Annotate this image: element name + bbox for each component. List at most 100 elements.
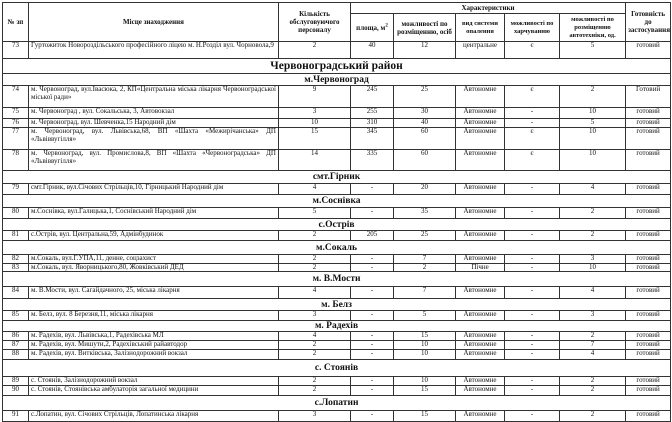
cell-ready: готовий xyxy=(625,207,672,219)
table-row: 80 м.Соснівка, вул.Галицька,1, Соснівськи… xyxy=(2,207,672,219)
cell-staff: 2 xyxy=(278,348,351,360)
locality-heading: м. Белз xyxy=(1,298,672,311)
cell-location: м. Червоноград, вул. Шевченка,15 Народни… xyxy=(28,118,279,128)
cell-vehicles: 10 xyxy=(558,127,627,150)
header-food: можливості по харчуванню xyxy=(504,13,560,42)
cell-food: - xyxy=(504,230,560,241)
cell-vehicles: 3 xyxy=(558,310,627,321)
cell-vehicles: 5 xyxy=(558,41,627,59)
cell-staff: 2 xyxy=(278,41,351,59)
cell-vehicles: 4 xyxy=(558,348,627,360)
cell-vehicles: 2 xyxy=(558,409,627,422)
cell-area: - xyxy=(350,331,394,341)
cell-ready: готовий xyxy=(625,375,672,386)
cell-food: є xyxy=(504,127,560,150)
cell-capacity: 15 xyxy=(393,331,456,341)
cell-food: - xyxy=(504,254,560,264)
cell-location: Гуртожиток Новороздільського професійног… xyxy=(28,41,279,59)
section-title: с.Лопатин xyxy=(1,394,672,411)
cell-staff: 10 xyxy=(278,118,351,128)
cell-food: - xyxy=(504,331,560,341)
cell-location: м.Сокаль, вул.Г.УПА,11, денне, соцзахист xyxy=(28,254,279,264)
cell-food: - xyxy=(504,286,560,299)
cell-vehicles: 3 xyxy=(558,254,627,264)
cell-capacity: 7 xyxy=(393,254,456,264)
cell-vehicles: 10 xyxy=(558,149,627,171)
cell-num: 90 xyxy=(2,384,29,396)
cell-num: 76 xyxy=(2,118,29,128)
cell-area: 255 xyxy=(350,107,394,119)
section-title: смт.Гірник xyxy=(1,170,672,184)
locality-heading: м.Червоноград xyxy=(1,73,672,86)
table-row: 90 с. Стоянів, Стоянівська амбулаторія за… xyxy=(2,384,672,396)
cell-ready: готовий xyxy=(625,331,672,341)
table-row: 75 м. Червоноград , вул. Сокальська, 3, А… xyxy=(2,107,672,119)
cell-area: - xyxy=(350,183,394,195)
cell-capacity: 7 xyxy=(393,286,456,299)
cell-location: м.Сокаль, вул. Яворницького,80, Жовківсь… xyxy=(28,262,279,272)
cell-staff: 5 xyxy=(278,207,351,219)
locality-heading: с.Острів xyxy=(1,218,672,231)
cell-ready: готовий xyxy=(625,409,672,422)
cell-vehicles: 7 xyxy=(558,339,627,350)
table-row: 88 м. Радехів, вул. Витківська, Залізнодо… xyxy=(2,348,672,360)
cell-heating: Автономне xyxy=(455,310,505,321)
header-heating: вид системи опалення xyxy=(455,13,505,42)
cell-staff: 15 xyxy=(278,127,351,150)
cell-ready: готовий xyxy=(625,127,672,150)
cell-num: 82 xyxy=(2,254,29,264)
cell-capacity: 10 xyxy=(393,339,456,350)
cell-capacity: 5 xyxy=(393,310,456,321)
locality-heading: м. В.Мости xyxy=(1,271,672,287)
cell-area: - xyxy=(350,384,394,396)
cell-area: - xyxy=(350,348,394,360)
cell-ready: готовий xyxy=(625,183,672,195)
cell-heating: Автономне xyxy=(455,286,505,299)
header-num: № зп xyxy=(2,2,29,42)
cell-vehicles: 10 xyxy=(558,262,627,272)
cell-food: - xyxy=(504,375,560,386)
cell-food: є xyxy=(504,85,560,108)
cell-ready: готовий xyxy=(625,107,672,119)
cell-vehicles: 4 xyxy=(558,183,627,195)
cell-location: м. Радехів, вул. Витківська, Залізнодоро… xyxy=(28,348,279,360)
cell-staff: 2 xyxy=(278,262,351,272)
cell-staff: 3 xyxy=(278,310,351,321)
cell-capacity: 10 xyxy=(393,348,456,360)
cell-num: 89 xyxy=(2,375,29,386)
cell-ready: готовий xyxy=(625,254,672,264)
cell-area: - xyxy=(350,254,394,264)
cell-food: є xyxy=(504,41,560,59)
cell-heating: Автономне xyxy=(455,375,505,386)
cell-heating: Автономне xyxy=(455,149,505,171)
table-row: 76 м. Червоноград, вул. Шевченка,15 Народ… xyxy=(2,118,672,128)
cell-staff: 2 xyxy=(278,254,351,264)
cell-ready: готовий xyxy=(625,348,672,360)
cell-food: - xyxy=(504,183,560,195)
cell-area: - xyxy=(350,207,394,219)
cell-location: смт.Гірник, вул.Січових Стрільців,10, Гі… xyxy=(28,183,279,195)
header-vehicles: можливості по розміщенню автотехніки, од… xyxy=(558,13,627,42)
cell-num: 83 xyxy=(2,262,29,272)
cell-location: с. Стоянів, Стоянівська амбулаторія зага… xyxy=(28,384,279,396)
cell-num: 86 xyxy=(2,331,29,341)
cell-vehicles: 2 xyxy=(558,230,627,241)
cell-num: 91 xyxy=(2,409,29,422)
section-title: м.Соснівка xyxy=(1,194,672,208)
cell-location: м. Червоноград, вул. Промислова,8, ВП «Ш… xyxy=(28,149,279,171)
cell-heating: центральне xyxy=(455,41,505,59)
cell-num: 77 xyxy=(2,127,29,150)
cell-heating: Автономне xyxy=(455,230,505,241)
table-row: 87 м. Радехів, вул. Мишути,2, Радехівськи… xyxy=(2,339,672,350)
cell-ready: готовий xyxy=(625,384,672,396)
table-row: 82 м.Сокаль, вул.Г.УПА,11, денне, соцзахи… xyxy=(2,254,672,264)
table-row: 74 м. Червоноград, вул.Івасюка, 2, КП«Цен… xyxy=(2,85,672,108)
cell-heating: Пічне xyxy=(455,262,505,272)
cell-food: є xyxy=(504,149,560,171)
cell-area: 345 xyxy=(350,127,394,150)
table-body: 7 3 Гуртожиток Новороздільського професійн… xyxy=(1,41,672,422)
cell-location: с.Лопатин, вул. Січових Стрільців, Лопат… xyxy=(28,409,279,422)
section-title: м.Червоноград xyxy=(1,73,672,86)
table-row: 78 м. Червоноград, вул. Промислова,8, ВП … xyxy=(2,149,672,171)
table-row: 85 м. Белз, вул. 8 Березня,11, міська лік… xyxy=(2,310,672,321)
